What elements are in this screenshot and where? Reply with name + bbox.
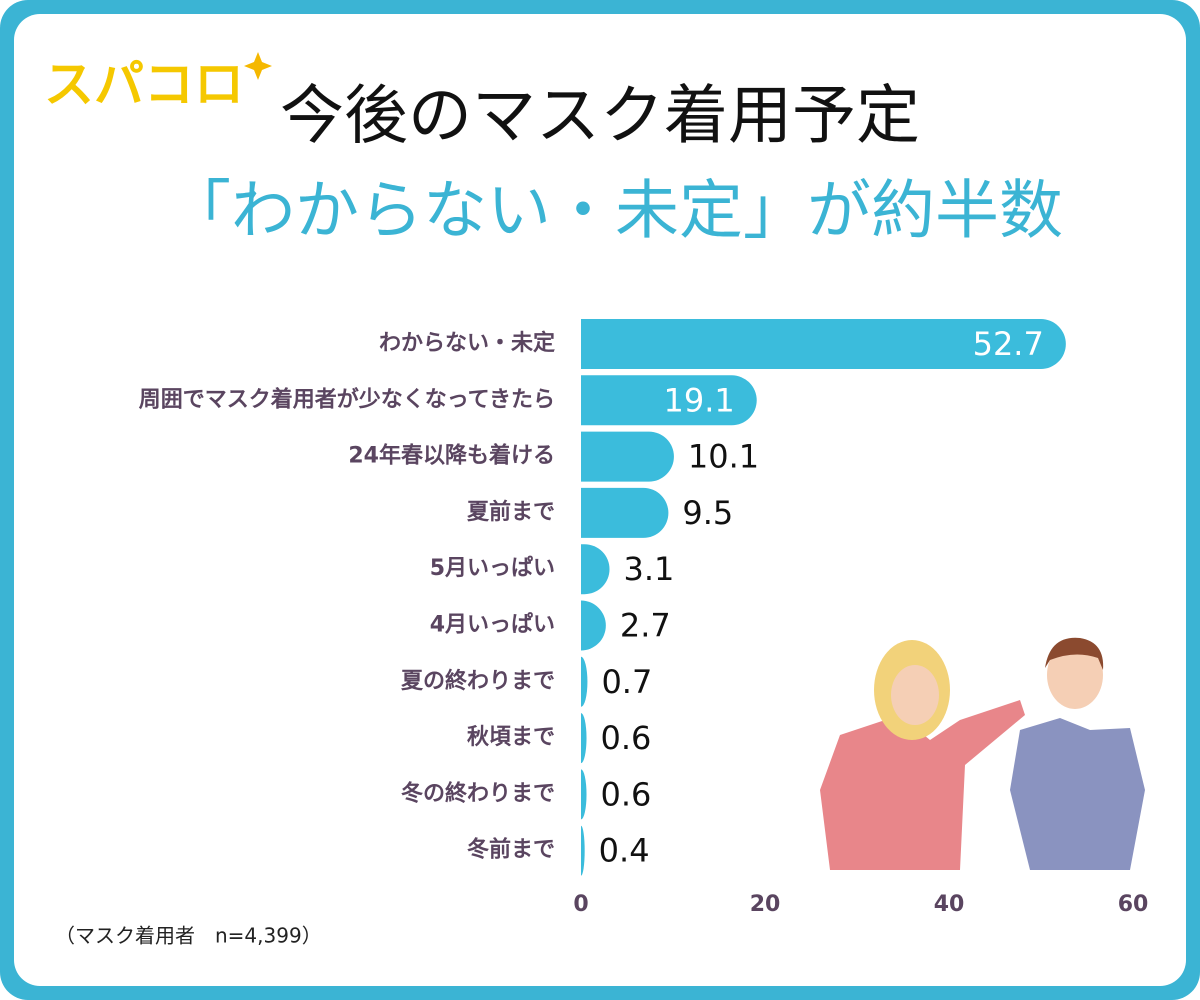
value-label: 0.7 (601, 663, 652, 701)
bar (581, 544, 610, 595)
value-label: 10.1 (688, 438, 759, 476)
x-tick-label: 20 (750, 892, 781, 917)
value-label: 0.6 (601, 775, 652, 813)
bar (581, 825, 585, 876)
y-tick-label: 24年春以降も着ける (348, 443, 555, 469)
woman-body (820, 700, 1025, 870)
y-tick-label: 冬前まで (467, 837, 555, 863)
y-tick-label: 秋頃まで (467, 725, 555, 750)
value-label: 0.4 (599, 832, 650, 870)
bar (581, 319, 1066, 369)
bar (581, 713, 587, 764)
value-label: 0.6 (601, 719, 652, 757)
value-label: 52.7 (973, 325, 1044, 363)
x-tick-label: 0 (573, 892, 588, 917)
man-body (1010, 718, 1145, 870)
y-tick-label: 冬の終わりまで (401, 780, 555, 806)
y-tick-label: 周囲でマスク着用者が少なくなってきたら (139, 386, 555, 412)
logo: スパコロ (44, 56, 244, 114)
y-tick-label: 5月いっぱい (430, 555, 555, 581)
y-tick-label: 夏の終わりまで (401, 668, 555, 694)
x-tick-label: 60 (1118, 892, 1149, 917)
note: （マスク着用者 n=4,399） (55, 924, 322, 948)
man-hair (1045, 637, 1104, 670)
illustration (820, 637, 1145, 870)
bar (581, 375, 757, 426)
bar (581, 487, 669, 538)
x-tick-label: 40 (934, 892, 965, 917)
chart-title: 今後のマスク着用予定 (280, 80, 920, 154)
man-face (1047, 641, 1103, 709)
value-label: 9.5 (682, 494, 733, 532)
woman-face (891, 665, 939, 725)
value-label: 3.1 (624, 550, 675, 588)
bar (581, 600, 606, 651)
y-tick-label: わからない・未定 (379, 330, 555, 356)
y-tick-label: 夏前まで (467, 499, 555, 525)
value-label: 19.1 (663, 381, 734, 419)
y-tick-label: 4月いっぱい (430, 612, 555, 638)
bar (581, 656, 588, 707)
chart-subtitle: 「わからない・未定」が約半数 (167, 175, 1063, 249)
logo-sparkle (244, 52, 272, 80)
bar (581, 431, 674, 482)
bar (581, 769, 587, 820)
value-label: 2.7 (620, 607, 671, 645)
